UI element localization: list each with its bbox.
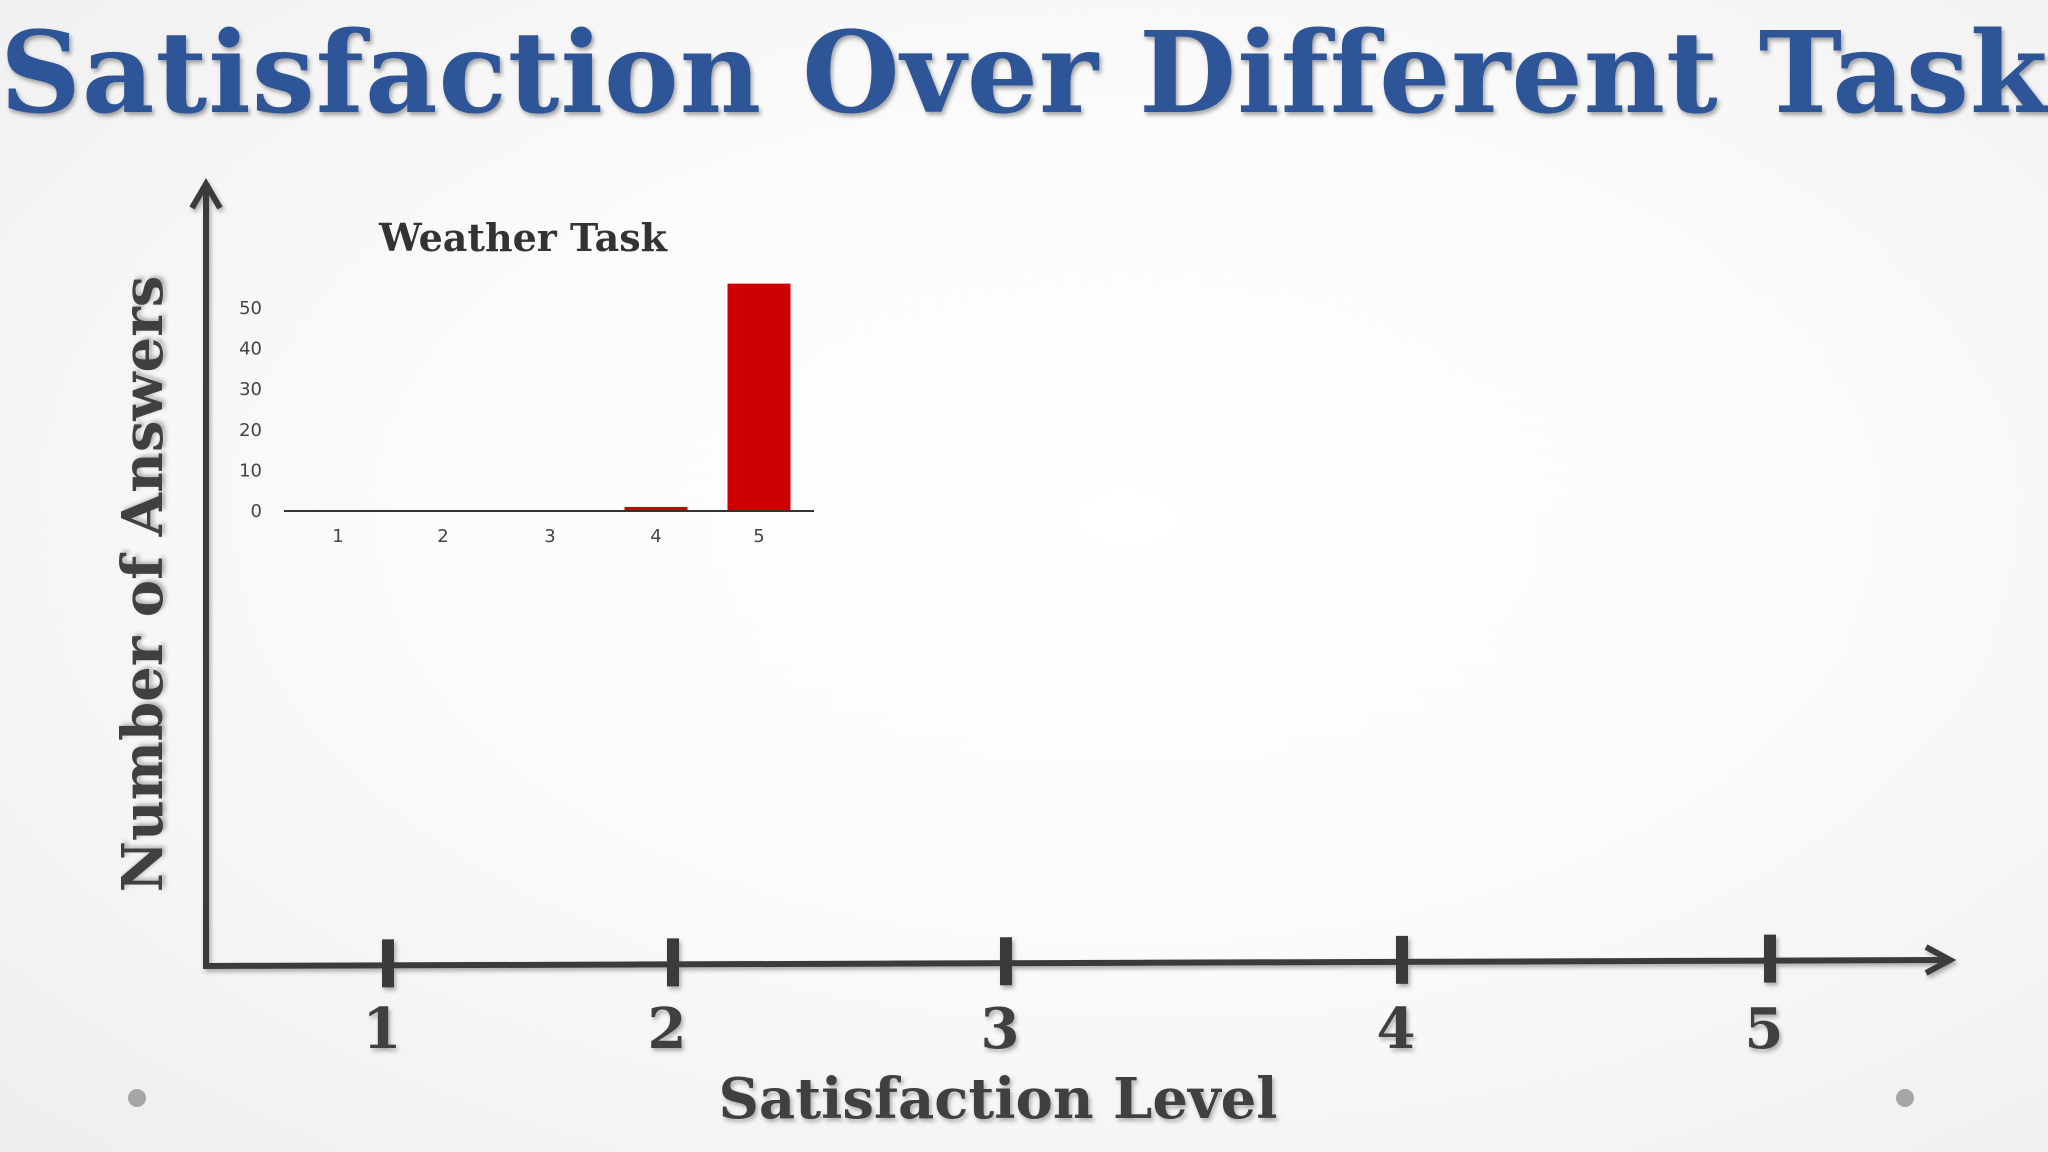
x-axis-tick-label-2: 2 xyxy=(648,996,687,1062)
x-axis-arrowhead xyxy=(1924,944,1957,976)
x-axis-ticks xyxy=(382,934,1776,988)
inset-y-tick-0: 0 xyxy=(251,501,262,522)
inset-x-tick-3: 3 xyxy=(544,526,555,547)
slide-title: Satisfaction Over Different Tasks xyxy=(0,8,2048,139)
inset-y-tick-10: 10 xyxy=(239,460,262,481)
inset-bars xyxy=(624,283,791,511)
x-axis-tick-label-5: 5 xyxy=(1745,996,1784,1062)
weather-task-chart: Weather Task 0 10 20 30 40 50 1 2 3 4 5 xyxy=(239,215,814,547)
inset-y-tick-labels: 0 10 20 30 40 50 xyxy=(239,298,262,522)
y-axis-arrowhead xyxy=(189,178,223,210)
decor-dot-right xyxy=(1896,1089,1914,1107)
main-axes xyxy=(189,178,1957,988)
inset-chart-title: Weather Task xyxy=(378,215,668,260)
inset-x-tick-5: 5 xyxy=(753,526,764,547)
inset-bar-5 xyxy=(727,283,791,511)
inset-x-tick-1: 1 xyxy=(332,526,343,547)
inset-y-tick-20: 20 xyxy=(239,420,262,441)
inset-y-tick-30: 30 xyxy=(239,379,262,400)
decor-dot-left xyxy=(128,1089,146,1107)
inset-x-tick-4: 4 xyxy=(650,526,661,547)
inset-y-tick-50: 50 xyxy=(239,298,262,319)
x-axis-tick-label-3: 3 xyxy=(981,996,1020,1062)
x-axis-title: Satisfaction Level xyxy=(718,1066,1277,1132)
inset-x-tick-labels: 1 2 3 4 5 xyxy=(332,526,764,547)
x-axis-tick-label-1: 1 xyxy=(363,996,402,1062)
inset-bar-4 xyxy=(624,506,688,511)
inset-x-tick-2: 2 xyxy=(437,526,448,547)
x-axis-tick-labels: 1 2 3 4 5 xyxy=(363,996,1784,1062)
inset-y-tick-40: 40 xyxy=(239,339,262,360)
x-axis-tick-label-4: 4 xyxy=(1377,996,1416,1062)
y-axis-title: Number of Answers xyxy=(110,276,176,892)
x-axis-line xyxy=(202,957,1949,969)
